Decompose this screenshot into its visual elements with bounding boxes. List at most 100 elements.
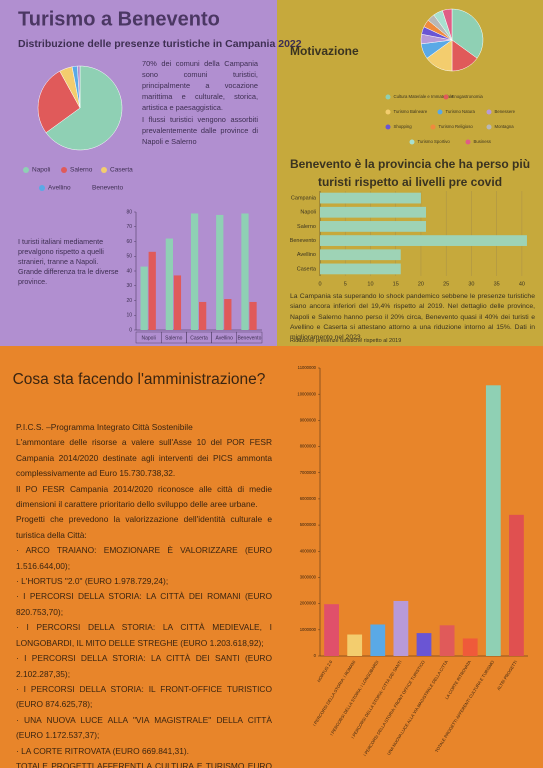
legend-swatch [409, 139, 415, 145]
legend-swatch [101, 167, 107, 173]
legend-swatch [61, 167, 67, 173]
y-tick-label: 5000000 [300, 522, 317, 527]
paragraph: · L'HORTUS "2.0" (EURO 1.978.729,24); [16, 576, 169, 587]
paragraph: · UNA NUOVA LUCE ALLA "VIA MAGISTRALE" D… [16, 714, 272, 741]
y-tick-label: 70 [126, 224, 132, 230]
legend-label: Turismo Sportivo [418, 139, 451, 144]
y-tick-label: 7000000 [300, 470, 317, 475]
pie-slice [451, 8, 484, 59]
panel-orange [0, 346, 543, 768]
y-tick-label: 20 [126, 298, 132, 304]
x-tick-label: Avellino [215, 335, 233, 341]
legend-label: Montagna [495, 124, 515, 129]
legend-swatch [443, 94, 449, 100]
y-tick-label: 30 [126, 283, 132, 289]
bar [140, 266, 148, 330]
chart-title: Distribuzione delle presenze turistiche … [18, 38, 302, 50]
legend-label: Salerno [70, 167, 93, 174]
y-tick-label: Salerno [297, 224, 316, 230]
y-tick-label: Caserta [297, 266, 317, 272]
bar [320, 235, 527, 246]
admin-text: P.I.C.S. –Programma Integrato Città Sost… [16, 420, 272, 768]
paragraph: Progetti che prevedono la valorizzazione… [16, 514, 272, 540]
chart-title: Motivazione [290, 44, 359, 58]
legend-label: Cultura Materiale e Immateriale [394, 94, 455, 99]
bar [320, 221, 426, 232]
legend-swatch [430, 124, 436, 130]
y-tick-label: 10000000 [297, 391, 316, 396]
y-tick-label: Napoli [300, 210, 316, 216]
paragraph: TOTALE PROGETTI AFFERENTI A CULTURA E TU… [16, 760, 272, 768]
legend-label: Turismo Religioso [439, 124, 474, 129]
legend-label: Turismo Balneare [394, 109, 428, 114]
x-tick-label: 5 [344, 281, 347, 287]
paragraph: · I PERCORSI DELLA STORIA: LA CITTÀ DEI … [16, 653, 272, 679]
y-tick-label: 50 [126, 254, 132, 260]
bar [320, 249, 401, 261]
bar [173, 275, 182, 330]
y-tick-label: 4000000 [300, 548, 317, 553]
legend-swatch [385, 94, 391, 100]
note: La Campania sta superando lo shock pande… [290, 293, 535, 342]
paragraph: · LA CORTE RITROVATA (EURO 669.841,31). [16, 745, 189, 756]
legend-label: Enogastronomia [452, 94, 484, 99]
y-tick-label: 60 [126, 239, 132, 245]
panel-purple [0, 0, 277, 346]
x-tick-label: 40 [519, 281, 525, 287]
legend-swatch [437, 109, 443, 115]
legend-swatch [39, 185, 45, 191]
legend-label: Shopping [394, 124, 413, 129]
paragraph: · I PERCORSI DELLA STORIA: LA CITTÀ DEI … [16, 591, 272, 617]
y-tick-label: 6000000 [300, 496, 317, 501]
legend-swatch [385, 109, 391, 115]
note: I turisti italiani mediamente prevalgono… [18, 237, 119, 286]
x-tick-label: Salerno [165, 335, 182, 341]
x-tick-label: 15 [393, 281, 399, 287]
legend-swatch [385, 124, 391, 130]
paragraph: L'ammontare delle risorse a valere sull'… [16, 437, 272, 479]
legend-label: Benevento [92, 185, 123, 192]
page-title: Turismo a Benevento [18, 8, 220, 30]
bar [393, 600, 409, 656]
pie-slice [442, 8, 453, 41]
y-tick-label: 40 [126, 268, 132, 274]
legend-swatch [23, 167, 29, 173]
y-tick-label: 11000000 [298, 365, 317, 370]
y-tick-label: Benevento [290, 238, 316, 244]
bar [324, 604, 339, 656]
x-tick-label: 10 [367, 281, 373, 287]
legend-swatch [486, 124, 492, 130]
legend-swatch [83, 185, 89, 191]
y-tick-label: 0 [314, 653, 317, 658]
legend-label: Napoli [32, 167, 50, 174]
paragraph: · I PERCORSI DELLA STORIA: IL FRONT-OFFI… [16, 683, 272, 710]
bar [199, 301, 207, 330]
pie-slice [37, 70, 81, 134]
x-tick-label: Benevento [237, 335, 261, 341]
section-title: Cosa sta facendo l'amministrazione? [13, 371, 266, 388]
bar [416, 633, 432, 656]
bar [165, 238, 173, 330]
y-tick-label: 2000000 [300, 601, 317, 606]
legend-label: Caserta [110, 167, 133, 174]
y-tick-label: Avellino [297, 252, 316, 258]
bar [241, 213, 249, 330]
paragraph: · ARCO TRAIANO: EMOZIONARE È VALORIZZARE… [16, 545, 272, 571]
bar [216, 214, 224, 330]
legend-label: Avellino [48, 185, 71, 192]
pie-slice [77, 65, 81, 109]
bar [190, 213, 199, 330]
bar [148, 251, 156, 330]
legend-label: Turismo Natura [446, 109, 476, 114]
bar [224, 299, 232, 330]
bar [347, 634, 363, 656]
y-tick-label: 10 [126, 313, 132, 319]
bar [370, 624, 386, 656]
category-box [236, 331, 263, 344]
bar [485, 385, 501, 656]
bar [439, 625, 455, 656]
x-tick-label: 25 [443, 281, 449, 287]
bar [320, 263, 401, 275]
paragraph: P.I.C.S. –Programma Integrato Città Sost… [16, 422, 193, 432]
